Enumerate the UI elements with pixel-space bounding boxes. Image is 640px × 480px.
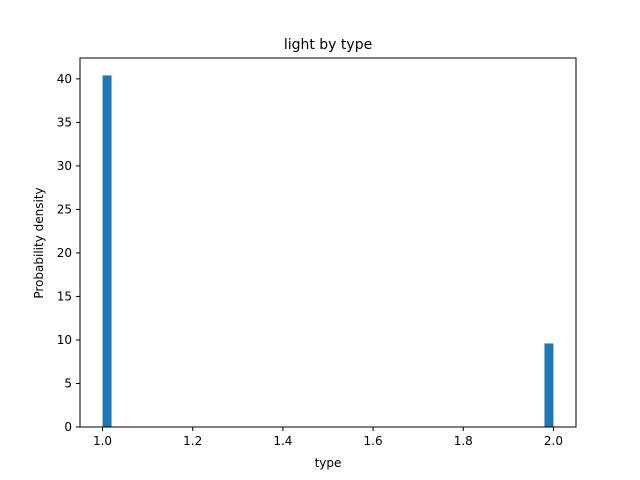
y-tick-label: 0 [64,420,72,434]
y-tick-label: 20 [57,246,72,260]
x-axis-label: type [315,456,342,470]
x-tick-label: 1.2 [183,434,202,448]
y-tick-label: 25 [57,202,72,216]
x-tick-label: 1.0 [93,434,112,448]
y-axis-ticks: 0 5 10 15 20 25 30 35 40 [57,72,80,434]
y-axis-label: Probability density [32,187,46,298]
x-tick-label: 1.8 [454,434,473,448]
histogram-bar-1 [102,75,112,427]
x-tick-label: 1.4 [273,434,292,448]
y-tick-label: 40 [57,72,72,86]
x-axis-ticks: 1.0 1.2 1.4 1.6 1.8 2.0 [93,427,563,448]
histogram-bar-2 [544,343,554,427]
y-tick-label: 30 [57,159,72,173]
x-tick-label: 1.6 [364,434,383,448]
chart-title: light by type [284,37,372,53]
x-tick-label: 2.0 [544,434,563,448]
plot-frame [79,57,577,428]
y-tick-label: 10 [57,333,72,347]
bars-group [102,75,554,427]
y-tick-label: 15 [57,289,72,303]
y-tick-label: 5 [64,376,72,390]
y-tick-label: 35 [57,115,72,129]
